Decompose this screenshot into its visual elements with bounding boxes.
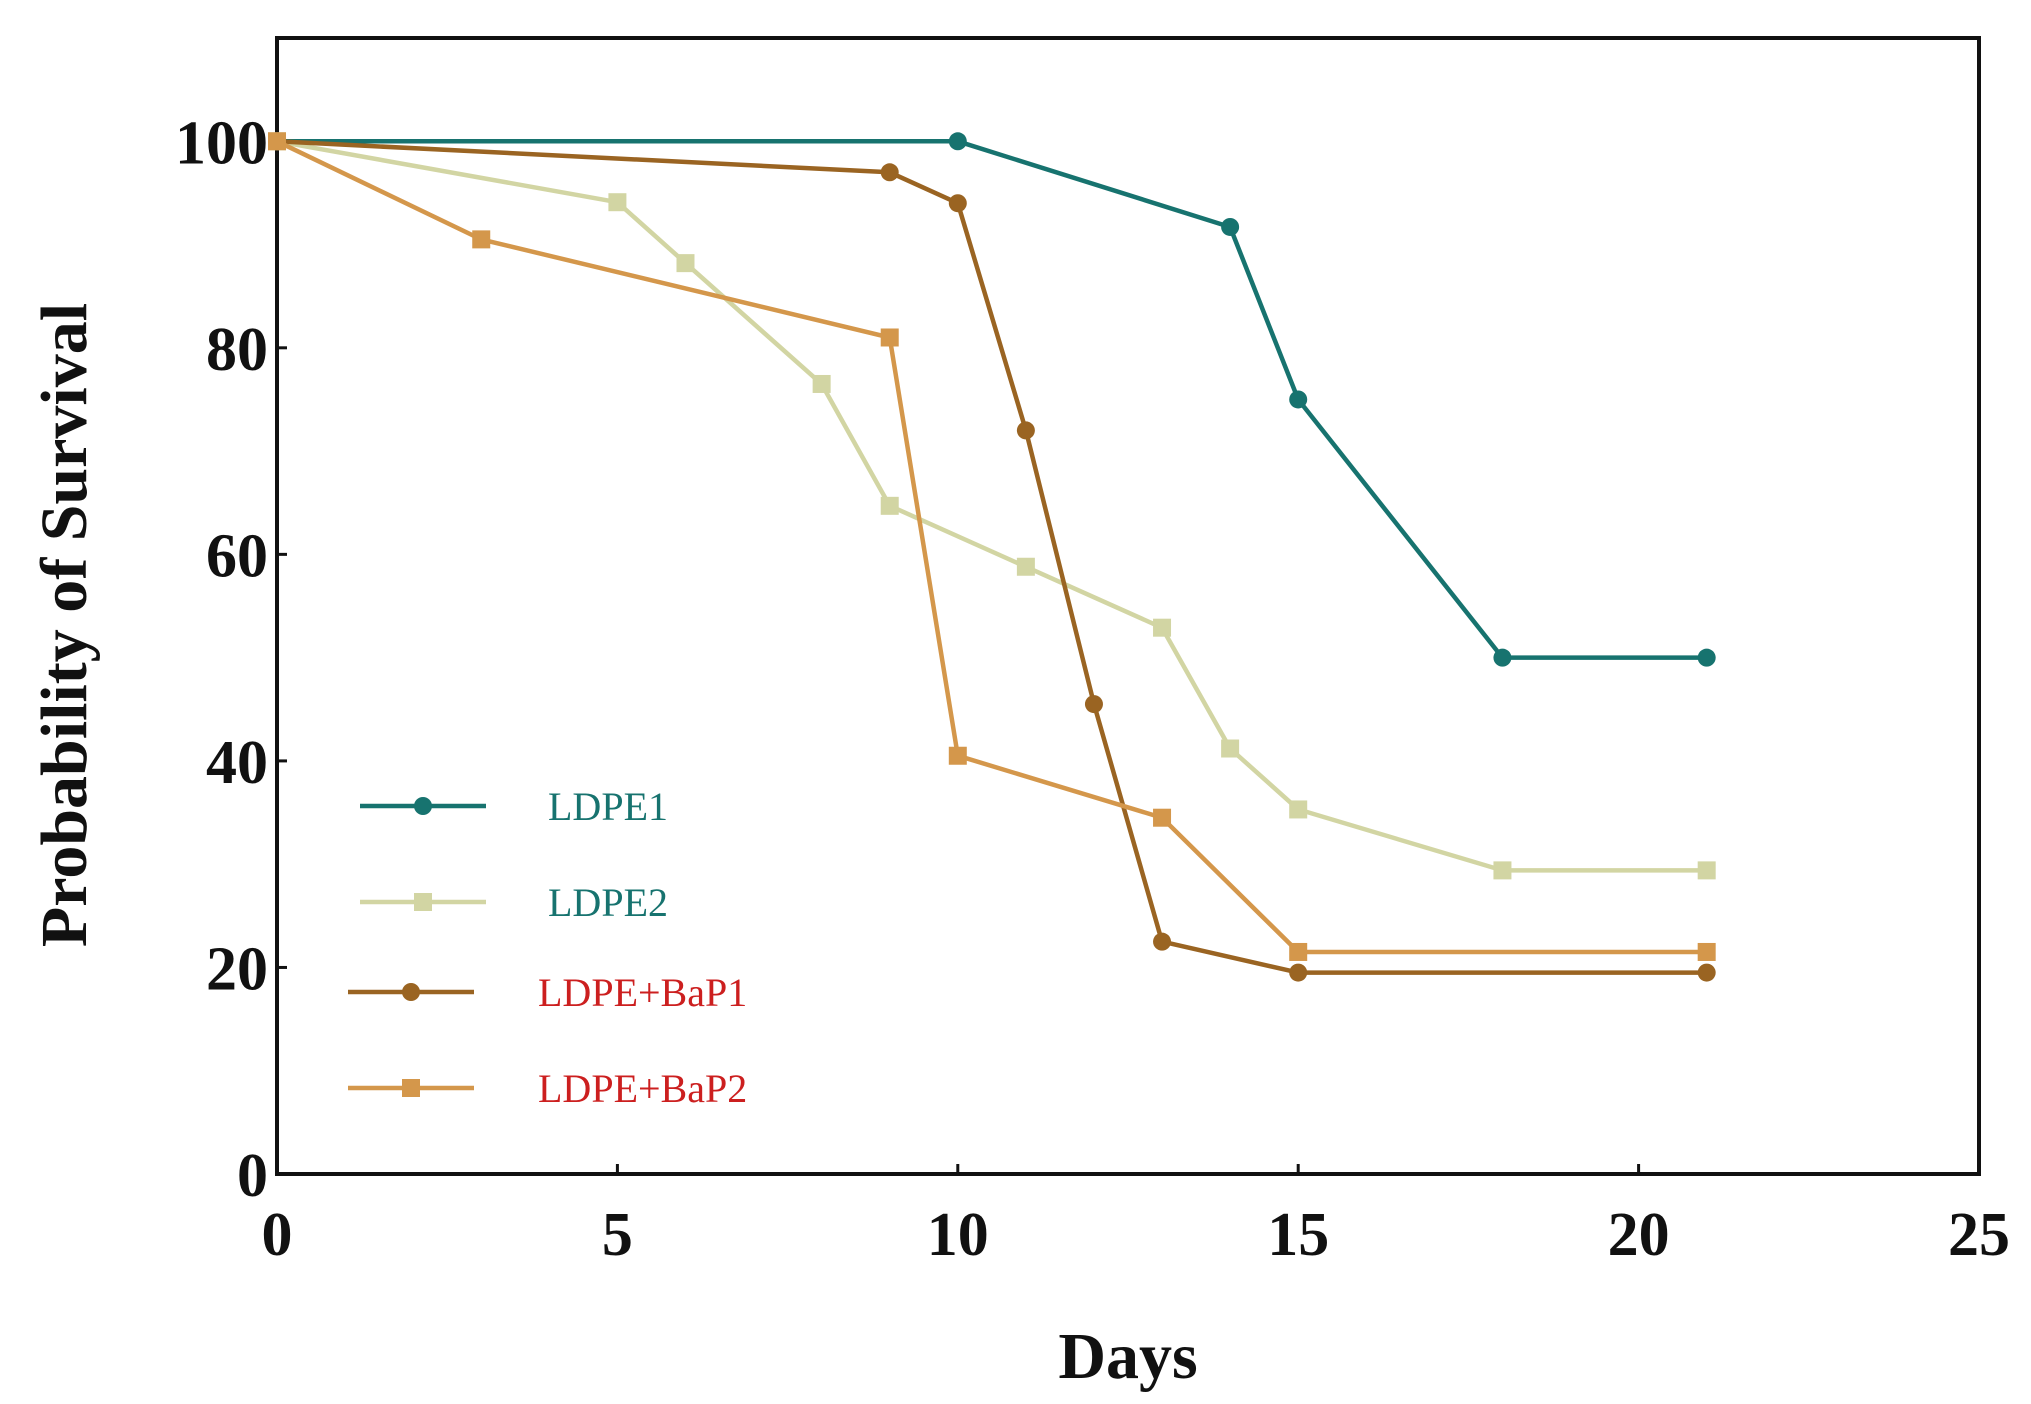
data-point-ldpe1 [1289,390,1308,409]
legend-label-ldpe-bap2: LDPE+BaP2 [538,1066,747,1111]
y-tick-label: 80 [206,316,268,384]
y-axis-ticks: 0 20 40 60 80 100 [175,109,287,1210]
data-point-ldpe-bap2 [1289,942,1308,961]
data-point-ldpe1 [1697,648,1716,667]
data-point-ldpe-bap1 [1016,421,1035,440]
x-tick-label: 0 [262,1201,293,1269]
plot-area-frame [275,36,1981,1176]
data-point-ldpe2 [1697,861,1716,880]
data-point-ldpe1 [1221,217,1240,236]
y-axis-title: Probability of Survival [28,303,101,947]
legend-label-ldpe1: LDPE1 [548,784,668,829]
data-point-ldpe2 [1016,557,1035,576]
x-tick-label: 15 [1267,1201,1329,1269]
data-point-ldpe2 [608,193,627,212]
series-layer [268,132,1716,982]
legend-label-ldpe-bap1: LDPE+BaP1 [538,970,747,1015]
data-point-ldpe-bap2 [1697,942,1716,961]
y-tick-label: 0 [237,1142,268,1210]
data-point-ldpe-bap1 [880,163,899,182]
legend-item-ldpe-bap1: LDPE+BaP1 [348,970,747,1015]
data-point-ldpe-bap1 [1289,963,1308,982]
legend-item-ldpe2: LDPE2 [360,880,668,925]
x-tick-label: 5 [602,1201,633,1269]
legend-item-ldpe1: LDPE1 [360,784,668,829]
data-point-ldpe1 [948,132,967,151]
data-point-ldpe-bap2 [880,328,899,347]
data-point-ldpe-bap2 [472,230,491,249]
data-point-ldpe-bap2 [1153,808,1172,827]
data-point-ldpe2 [1493,861,1512,880]
data-point-ldpe-bap2 [948,746,967,765]
legend-label-ldpe2: LDPE2 [548,880,668,925]
legend-item-ldpe-bap2: LDPE+BaP2 [348,1066,747,1111]
series-line-ldpe-bap1 [276,139,1707,975]
legend: LDPE1 LDPE2 LDPE+BaP1 LDPE+BaP2 [348,784,747,1111]
data-point-ldpe2 [1289,800,1308,819]
legend-marker-ldpe1 [414,797,432,815]
data-point-ldpe-bap1 [948,194,967,213]
legend-marker-ldpe-bap2 [402,1079,420,1097]
data-point-ldpe-bap1 [1153,932,1172,951]
series-ldpe-bap2 [268,132,1716,961]
x-tick-label: 25 [1948,1201,2010,1269]
y-tick-label: 60 [206,522,268,590]
series-ldpe-bap1 [268,132,1716,982]
legend-marker-ldpe-bap1 [402,983,420,1001]
data-point-ldpe2 [1153,618,1172,637]
data-point-ldpe-bap1 [1697,963,1716,982]
data-point-ldpe-bap2 [268,132,286,151]
data-point-ldpe1 [1493,648,1512,667]
series-line-ldpe1 [277,139,1707,660]
data-point-ldpe2 [880,496,899,515]
data-point-ldpe2 [1221,739,1240,758]
y-tick-label: 100 [175,109,268,177]
data-point-ldpe-bap1 [1084,695,1103,714]
x-tick-label: 10 [927,1201,989,1269]
x-axis-ticks: 0 5 10 15 20 25 [262,1164,2010,1269]
x-axis-title: Days [1058,1320,1197,1393]
legend-marker-ldpe2 [414,893,432,911]
data-point-ldpe2 [812,374,831,393]
y-tick-label: 40 [206,729,268,797]
series-ldpe2 [268,132,1716,880]
x-tick-label: 20 [1608,1201,1670,1269]
data-point-ldpe2 [676,254,695,273]
y-tick-label: 20 [206,935,268,1003]
